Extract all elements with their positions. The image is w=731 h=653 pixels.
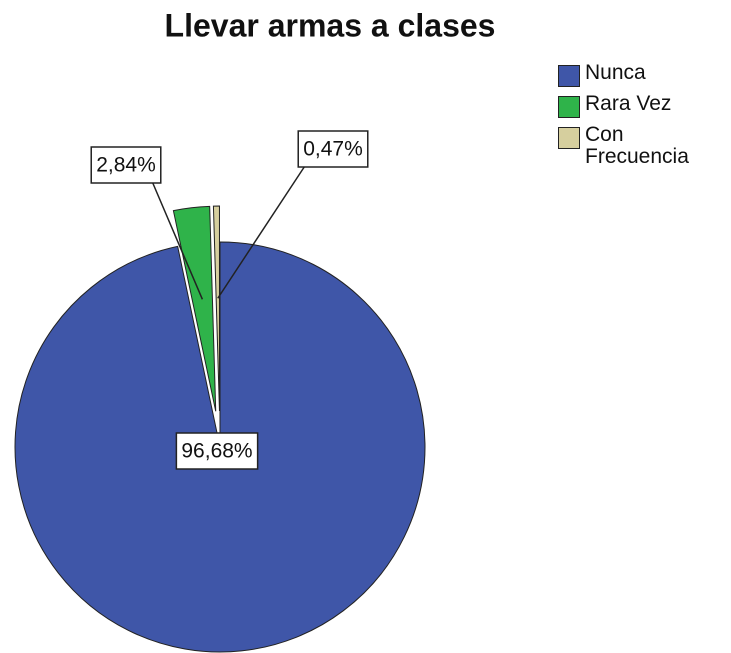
legend-swatch	[558, 127, 580, 149]
legend-label: Con Frecuencia	[585, 123, 689, 168]
chart-title: Llevar armas a clases	[165, 7, 496, 43]
data-label: 0,47%	[297, 130, 369, 168]
legend-swatch	[558, 96, 580, 118]
legend-swatch	[558, 65, 580, 87]
pie-slice	[212, 205, 220, 412]
data-label: 2,84%	[90, 146, 162, 184]
label-box	[175, 432, 259, 470]
leader-line	[217, 166, 305, 299]
label-text: 96,68%	[181, 440, 252, 463]
legend-item: Rara Vez	[558, 93, 677, 118]
label-text: 2,84%	[96, 154, 156, 177]
label-box	[297, 130, 369, 168]
legend-item: Nunca	[558, 62, 677, 87]
legend-item: Con Frecuencia	[558, 123, 689, 168]
legend: Nunca Rara Vez Con Frecuencia	[558, 62, 689, 174]
label-box	[90, 146, 162, 184]
legend-label: Nunca	[585, 61, 646, 84]
data-label: 96,68%	[175, 432, 259, 470]
legend-label: Rara Vez	[585, 92, 672, 115]
label-text: 0,47%	[303, 138, 363, 161]
leader-line	[152, 182, 204, 300]
